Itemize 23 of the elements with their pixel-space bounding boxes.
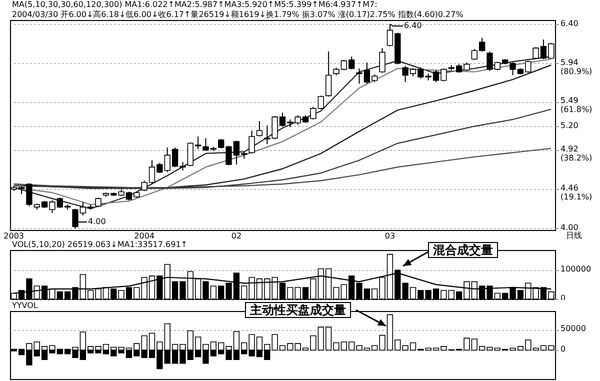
y-tick-label: 5.20 bbox=[560, 120, 578, 130]
y-tick-label: 100000 bbox=[560, 264, 592, 274]
text: 日线 bbox=[566, 231, 582, 240]
text: YYVOL bbox=[12, 301, 38, 310]
annotation: 4.00 bbox=[88, 217, 106, 226]
y-tick-label: 5.49 (61.8%) bbox=[560, 96, 592, 114]
y-tick-label: 5.94 (80.9%) bbox=[560, 58, 592, 76]
text: VOL(5,10,20) 26519.063↓MA1:33517.691↑ bbox=[12, 240, 188, 249]
y-tick-label: 4.92 (38.2%) bbox=[560, 144, 592, 163]
y-tick-label: 50000 bbox=[560, 324, 586, 334]
x-tick-label: 2003 bbox=[4, 232, 24, 240]
annotation: 6.40 bbox=[404, 21, 422, 30]
text: 2004/03/30 开6.00↓高6.18↓低6.00↓收6.17↑量26519↓额1619↓换1.79% 振3.07% 涨(0.17)2.75% 指数(4.60)0.27% bbox=[12, 10, 464, 19]
x-tick-label: 03 bbox=[384, 232, 396, 240]
y-tick-label: 4.00 bbox=[560, 222, 578, 232]
y-tick-label: 0 bbox=[560, 344, 566, 354]
x-tick-label: 2004 bbox=[134, 232, 155, 240]
y-tick-label: 4.46 (19.1%) bbox=[560, 184, 592, 202]
y-tick-label: 6.40 bbox=[560, 18, 578, 28]
annotation: 混合成交量 bbox=[428, 242, 498, 258]
annotation: 主动性买盘成交量 bbox=[245, 302, 351, 318]
text: MA(5,10,30,30,60,120,300) MA1:6.022↑MA2:5.987↑MA3:5.920↑M5:5.399↑M6:4.937↑M7: bbox=[12, 0, 378, 9]
x-tick-label: 02 bbox=[231, 232, 242, 240]
